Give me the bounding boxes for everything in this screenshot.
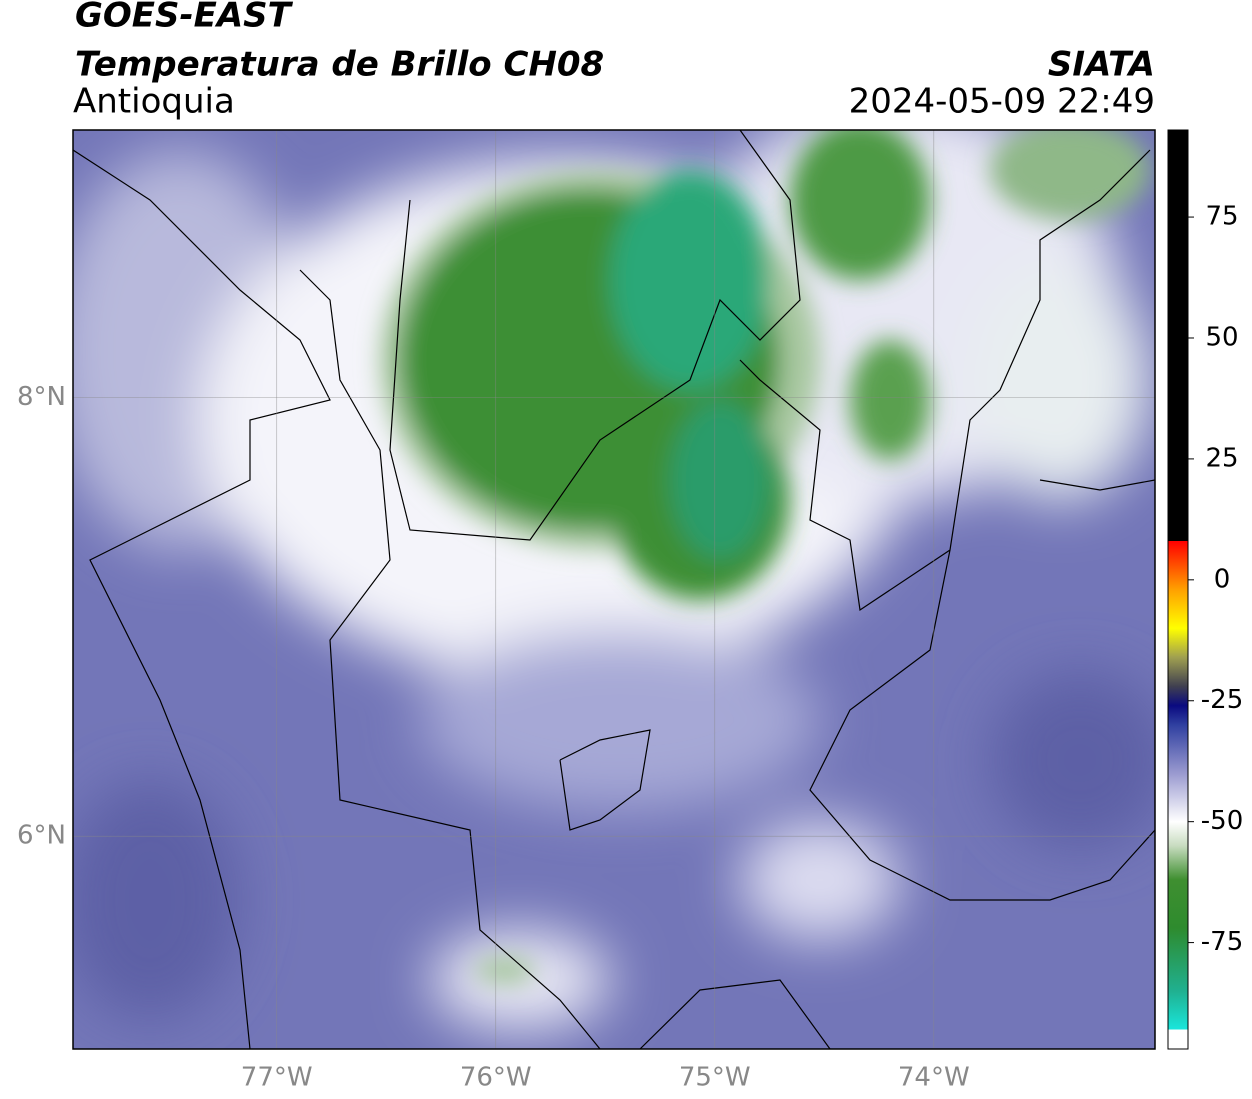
subtitle: Temperatura de Brillo CH08 (75, 45, 604, 85)
colorbar-tick-label: -25 (1201, 685, 1243, 715)
colorbar-tick-label: 0 (1214, 564, 1231, 594)
colorbar-tick-label: 25 (1205, 443, 1238, 473)
title: GOES-EAST (75, 0, 294, 36)
x-tick-label: 76°W (460, 1063, 532, 1093)
satellite-image (73, 130, 1155, 1049)
y-tick-label: 8°N (17, 382, 66, 412)
colorbar-tick-label: -50 (1201, 806, 1243, 836)
datetime: 2024-05-09 22:49 (849, 82, 1155, 122)
y-tick-label: 6°N (17, 821, 66, 851)
x-tick-label: 75°W (679, 1063, 751, 1093)
colorbar-scale (1167, 129, 1189, 1050)
colorbar-tick-label: -75 (1201, 927, 1243, 957)
map-frame (72, 129, 1156, 1050)
source: SIATA (1048, 45, 1155, 85)
x-tick-label: 77°W (241, 1063, 313, 1093)
colorbar-tick-label: 50 (1205, 322, 1238, 352)
x-tick-label: 74°W (898, 1063, 970, 1093)
colorbar: 75 50 25 0 -25 -50 -75 (1167, 129, 1243, 1050)
region: Antioquia (73, 82, 235, 122)
colorbar-tick-label: 75 (1205, 202, 1238, 232)
grid (73, 130, 1155, 1049)
